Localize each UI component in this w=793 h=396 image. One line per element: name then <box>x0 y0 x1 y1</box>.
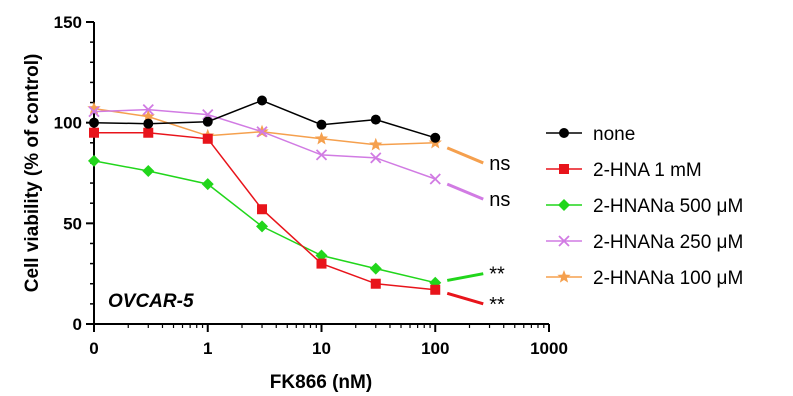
significance-line <box>446 146 484 165</box>
data-point <box>430 132 441 143</box>
significance-label: ** <box>489 294 505 316</box>
x-tick-label: 0 <box>89 339 98 358</box>
data-point <box>142 103 154 116</box>
data-point <box>88 105 100 118</box>
data-point <box>370 278 381 289</box>
data-point <box>429 173 441 185</box>
legend-marker <box>559 128 569 138</box>
y-tick-label: 100 <box>54 114 82 133</box>
data-point <box>316 119 327 130</box>
legend-label: none <box>593 124 635 145</box>
legend: none 2-HNA 1 mM 2-HNANa 500 μM 2-HNANa 250 … <box>546 124 743 289</box>
data-point <box>315 249 328 262</box>
significance-label: ns <box>489 189 510 211</box>
legend-item-3: 2-HNANa 250 μM <box>546 232 743 253</box>
legend-label: 2-HNANa 100 μM <box>593 268 743 289</box>
data-point <box>89 117 99 128</box>
legend-item-4: 2-HNANa 100 μM <box>546 268 743 289</box>
data-point <box>370 152 382 164</box>
series-1 <box>89 127 441 295</box>
legend-item-2: 2-HNANa 500 μM <box>546 196 743 217</box>
data-point <box>143 127 154 138</box>
data-point <box>257 204 268 215</box>
axes-layer <box>93 22 549 325</box>
data-point <box>369 137 383 151</box>
x-tick-label: 1000 <box>530 339 568 358</box>
series-layer <box>87 95 442 295</box>
series-2 <box>88 154 442 289</box>
x-tick-label: 100 <box>421 339 449 358</box>
data-point <box>370 114 381 125</box>
data-point <box>256 220 269 233</box>
y-tick-label: 0 <box>73 315 82 334</box>
legend-marker <box>559 164 569 174</box>
x-tick-label: 1 <box>203 339 212 358</box>
series-4 <box>87 101 442 151</box>
legend-label: 2-HNANa 250 μM <box>593 232 743 253</box>
data-point <box>89 127 99 138</box>
legend-marker <box>558 199 570 211</box>
significance-line <box>446 291 484 306</box>
data-point <box>141 109 155 123</box>
x-tick-label: 10 <box>312 339 331 358</box>
significance-line <box>446 272 484 282</box>
y-tick-label: 50 <box>63 214 82 233</box>
data-point <box>202 116 213 127</box>
annotation-layer: ** ** ns ns <box>446 146 510 316</box>
data-point <box>256 126 268 138</box>
data-point <box>87 101 101 115</box>
panel-label: OVCAR-5 <box>108 291 194 312</box>
legend-item-1: 2-HNA 1 mM <box>546 160 702 181</box>
ticks-layer: 0 50 100 150 0 1 10 100 1000 <box>54 13 568 358</box>
legend-marker <box>557 270 571 283</box>
data-point <box>369 262 382 275</box>
legend-label: 2-HNANa 500 μM <box>593 196 743 217</box>
significance-label: ** <box>489 264 505 286</box>
legend-label: 2-HNA 1 mM <box>593 160 702 181</box>
y-axis-title: Cell viability (% of control) <box>22 54 43 293</box>
data-point <box>430 284 441 295</box>
data-point <box>201 178 214 191</box>
significance-line <box>446 182 484 201</box>
data-point <box>257 95 268 106</box>
data-point <box>88 154 100 167</box>
legend-marker <box>558 235 570 247</box>
data-point <box>202 133 213 144</box>
y-tick-label: 150 <box>54 13 82 32</box>
series-0 <box>89 95 441 143</box>
data-point <box>316 258 327 269</box>
data-point <box>314 131 329 145</box>
x-axis-title: FK866 (nM) <box>270 372 372 393</box>
significance-label: ns <box>489 153 510 175</box>
legend-item-0: none <box>546 124 635 145</box>
data-point <box>143 118 154 129</box>
series-line <box>93 160 436 284</box>
data-point <box>315 149 328 161</box>
data-point <box>142 164 155 177</box>
